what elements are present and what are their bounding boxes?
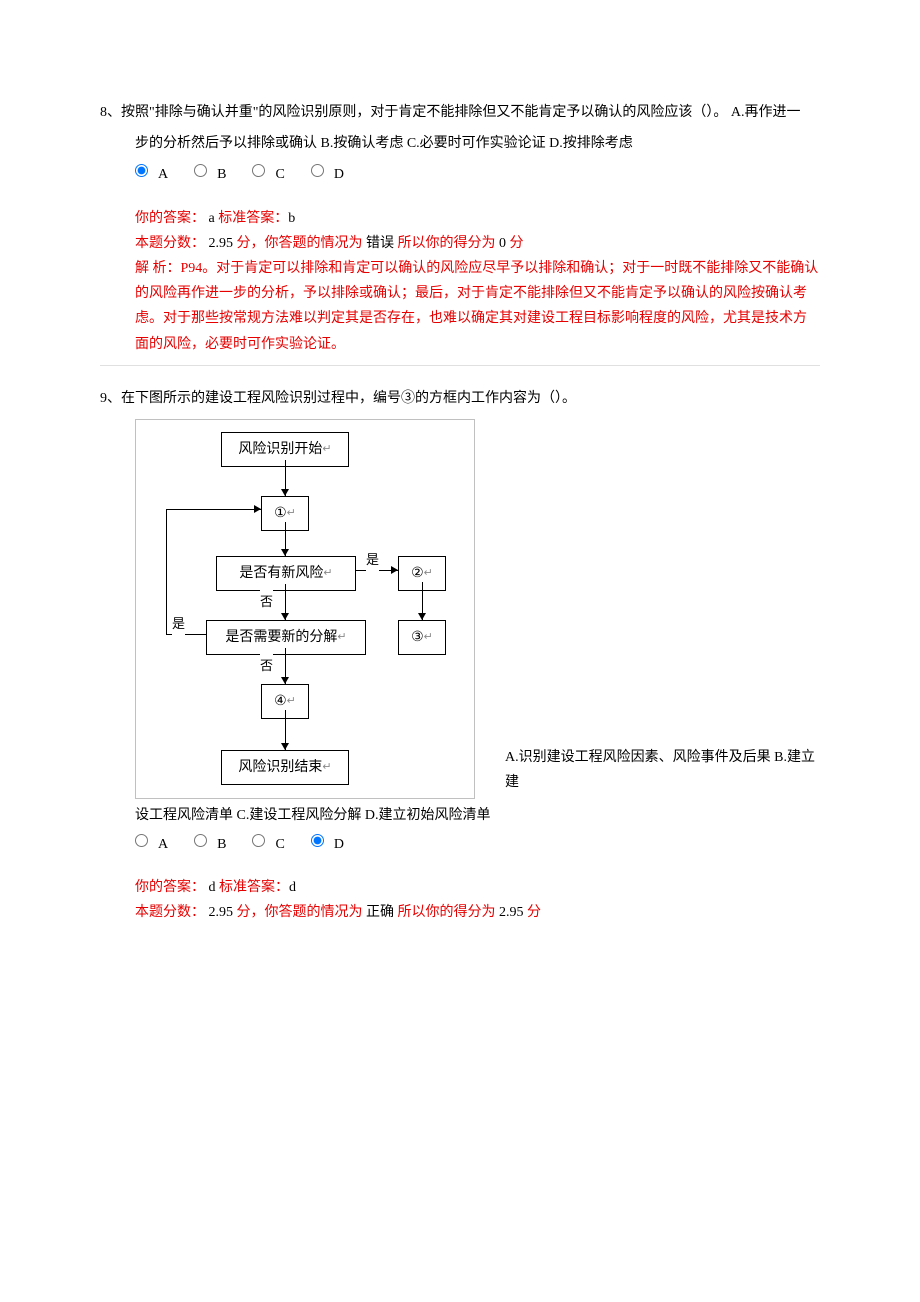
label-no2: 否 bbox=[260, 654, 273, 677]
q8-score-label: 本题分数： bbox=[135, 236, 205, 251]
q9-opt-b[interactable]: B bbox=[194, 832, 236, 857]
q8-radio-b[interactable] bbox=[194, 164, 207, 177]
arrow-d1-d2 bbox=[281, 613, 289, 620]
q9-label-c: C bbox=[275, 832, 284, 857]
q9-body: 在下图所示的建设工程风险识别过程中，编号③的方框内工作内容为（）。 bbox=[121, 391, 576, 406]
q9-answer-line1: 你的答案： d 标准答案：d bbox=[135, 875, 820, 900]
label-no1: 否 bbox=[260, 590, 273, 613]
q8-answer: 你的答案： a 标准答案：b 本题分数： 2.95 分，你答题的情况为 错误 所… bbox=[100, 206, 820, 366]
q9-label-d: D bbox=[334, 832, 344, 857]
arrow-n4-end bbox=[281, 743, 289, 750]
q8-body1: 按照"排除与确认并重"的风险识别原则，对于肯定不能排除但又不能肯定予以确认的风险… bbox=[121, 105, 801, 120]
q9-flowchart-wrap: 风险识别开始↵ ①↵ 是否有新风险↵ 是否需要新的分解↵ ②↵ ③↵ ④↵ 风险… bbox=[100, 419, 820, 799]
q9-standard-value: d bbox=[289, 880, 296, 895]
fc-end: 风险识别结束↵ bbox=[221, 750, 349, 785]
arrow-loop-n1 bbox=[254, 505, 261, 513]
q9-options-text-1: A.识别建设工程风险因素、风险事件及后果 B.建立建 bbox=[505, 745, 820, 795]
q8-so-unit: 分 bbox=[510, 236, 524, 251]
q9-label-b: B bbox=[217, 832, 226, 857]
question-9: 9、在下图所示的建设工程风险识别过程中，编号③的方框内工作内容为（）。 风险识别… bbox=[100, 386, 820, 926]
fc-n3: ③↵ bbox=[398, 620, 446, 655]
q8-so-label: 所以你的得分为 bbox=[398, 236, 496, 251]
arrow-d2-n4 bbox=[281, 677, 289, 684]
q8-options: A B C D bbox=[100, 162, 820, 187]
q8-line1: 8、按照"排除与确认并重"的风险识别原则，对于肯定不能排除但又不能肯定予以确认的… bbox=[100, 100, 820, 125]
q8-so-score: 0 bbox=[496, 236, 510, 251]
q9-flowchart: 风险识别开始↵ ①↵ 是否有新风险↵ 是否需要新的分解↵ ②↵ ③↵ ④↵ 风险… bbox=[135, 419, 475, 799]
arrow-n2-n3 bbox=[418, 613, 426, 620]
q8-opt-a[interactable]: A bbox=[135, 162, 178, 187]
q8-score-value: 2.95 bbox=[205, 236, 237, 251]
label-yes2: 是 bbox=[172, 612, 185, 635]
q8-label-a: A bbox=[158, 162, 168, 187]
q9-status: 正确 bbox=[363, 905, 398, 920]
q9-number: 9、 bbox=[100, 391, 121, 406]
q9-answer-line2: 本题分数： 2.95 分，你答题的情况为 正确 所以你的得分为 2.95 分 bbox=[135, 900, 820, 925]
q8-number: 8、 bbox=[100, 105, 121, 120]
q8-status: 错误 bbox=[363, 236, 398, 251]
arrow-start-n1 bbox=[281, 489, 289, 496]
q8-explain-text: P94。对于肯定可以排除和肯定可以确认的风险应尽早予以排除和确认；对于一时既不能… bbox=[135, 261, 818, 352]
q8-your-answer-value: a bbox=[205, 211, 218, 226]
q9-radio-b[interactable] bbox=[194, 834, 207, 847]
q8-answer-line1: 你的答案： a 标准答案：b bbox=[135, 206, 820, 231]
q8-opt-b[interactable]: B bbox=[194, 162, 236, 187]
q9-opt-d[interactable]: D bbox=[311, 832, 354, 857]
q8-label-d: D bbox=[334, 162, 344, 187]
q9-opt-a[interactable]: A bbox=[135, 832, 178, 857]
arrow-d1-n2 bbox=[391, 566, 398, 574]
q9-score-label: 本题分数： bbox=[135, 905, 205, 920]
question-8-text: 8、按照"排除与确认并重"的风险识别原则，对于肯定不能排除但又不能肯定予以确认的… bbox=[100, 100, 820, 156]
q8-standard-label: 标准答案： bbox=[218, 211, 288, 226]
q8-explain-label: 解 析： bbox=[135, 261, 181, 276]
q8-opt-c[interactable]: C bbox=[252, 162, 294, 187]
q9-so-unit: 分 bbox=[527, 905, 541, 920]
q9-radio-d[interactable] bbox=[311, 834, 324, 847]
q9-standard-label: 标准答案： bbox=[219, 880, 289, 895]
q8-score-unit: 分，你答题的情况为 bbox=[237, 236, 363, 251]
q9-radio-a[interactable] bbox=[135, 834, 148, 847]
q8-your-answer-label: 你的答案： bbox=[135, 211, 205, 226]
q9-options: A B C D bbox=[100, 832, 820, 857]
line-loop-to-n1 bbox=[166, 509, 261, 510]
q9-radio-c[interactable] bbox=[252, 834, 265, 847]
q8-explanation: 解 析：P94。对于肯定可以排除和肯定可以确认的风险应尽早予以排除和确认；对于一… bbox=[135, 256, 820, 357]
q8-radio-a[interactable] bbox=[135, 164, 148, 177]
q9-text: 9、在下图所示的建设工程风险识别过程中，编号③的方框内工作内容为（）。 bbox=[100, 386, 820, 411]
q9-so-label: 所以你的得分为 bbox=[398, 905, 496, 920]
q8-opt-d[interactable]: D bbox=[311, 162, 354, 187]
q8-line2: 步的分析然后予以排除或确认 B.按确认考虑 C.必要时可作实验论证 D.按排除考… bbox=[100, 131, 820, 156]
q9-answer: 你的答案： d 标准答案：d 本题分数： 2.95 分，你答题的情况为 正确 所… bbox=[100, 875, 820, 925]
q8-standard-value: b bbox=[288, 211, 295, 226]
q8-label-c: C bbox=[275, 162, 284, 187]
q8-radio-c[interactable] bbox=[252, 164, 265, 177]
q8-label-b: B bbox=[217, 162, 226, 187]
fc-d1: 是否有新风险↵ bbox=[216, 556, 356, 591]
arrow-n1-d1 bbox=[281, 549, 289, 556]
question-8: 8、按照"排除与确认并重"的风险识别原则，对于肯定不能排除但又不能肯定予以确认的… bbox=[100, 100, 820, 366]
q9-your-answer-value: d bbox=[205, 880, 219, 895]
q9-label-a: A bbox=[158, 832, 168, 857]
q8-answer-line2: 本题分数： 2.95 分，你答题的情况为 错误 所以你的得分为 0 分 bbox=[135, 231, 820, 256]
q9-opt-c[interactable]: C bbox=[252, 832, 294, 857]
line-loop-up bbox=[166, 509, 167, 634]
q9-so-score: 2.95 bbox=[496, 905, 528, 920]
q9-score-unit: 分，你答题的情况为 bbox=[237, 905, 363, 920]
q8-radio-d[interactable] bbox=[311, 164, 324, 177]
q9-score-value: 2.95 bbox=[205, 905, 237, 920]
q9-options-text-2: 设工程风险清单 C.建设工程风险分解 D.建立初始风险清单 bbox=[100, 803, 820, 828]
q9-your-answer-label: 你的答案： bbox=[135, 880, 205, 895]
label-yes1: 是 bbox=[366, 548, 379, 571]
fc-d2: 是否需要新的分解↵ bbox=[206, 620, 366, 655]
q8-divider bbox=[100, 365, 820, 366]
